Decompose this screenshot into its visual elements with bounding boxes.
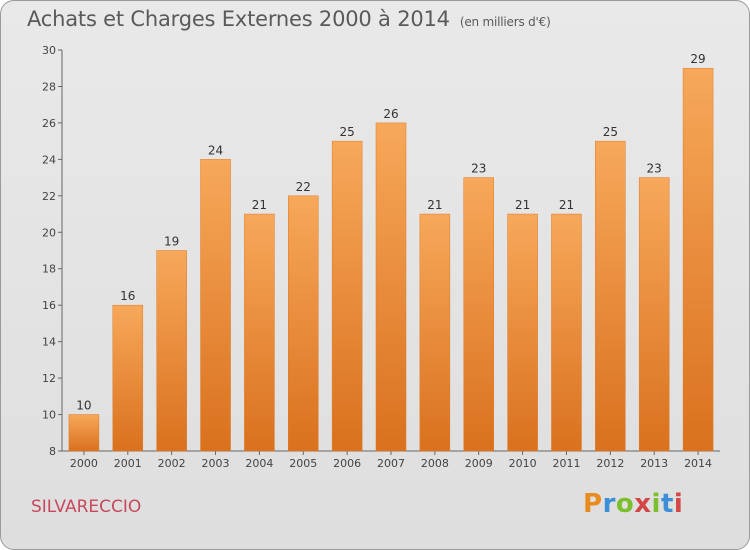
bar: [68, 414, 100, 452]
y-tick-label: 30: [42, 44, 56, 57]
x-tick-label: 2011: [552, 457, 580, 470]
x-tick-label: 2012: [596, 457, 624, 470]
value-labels: 10 16 19 24 21 22 25 26 21 23 21 21 25 23 29: [76, 52, 705, 412]
bar-value-label: 10: [76, 399, 91, 413]
bar: [156, 250, 187, 452]
bar-value-label: 24: [208, 143, 223, 157]
y-tick-label: 8: [49, 445, 56, 458]
y-tick-label: 22: [42, 190, 56, 203]
x-tick-label: 2006: [333, 457, 361, 470]
bar-value-label: 21: [427, 198, 442, 212]
bar-value-label: 19: [164, 235, 179, 249]
logo-letter: i: [651, 489, 661, 519]
bar-value-label: 21: [252, 198, 267, 212]
bar: [419, 213, 451, 452]
logo-letter: o: [615, 489, 635, 519]
bar-value-label: 26: [383, 107, 398, 121]
bar-value-label: 16: [120, 289, 135, 303]
logo-letter: i: [673, 489, 684, 519]
bar-value-label: 23: [471, 162, 486, 176]
x-tick-label: 2005: [289, 457, 317, 470]
bar: [551, 213, 582, 452]
axes: 8 10 12 14 16 18 20 22 24 26 28 30 2000 2001 2002 2003 2…: [42, 44, 720, 470]
logo-letter: r: [602, 489, 616, 519]
bar: [638, 177, 670, 452]
bar: [331, 140, 363, 452]
bar-value-label: 21: [515, 198, 530, 212]
x-tick-label: 2002: [158, 457, 186, 470]
bar: [375, 122, 407, 452]
x-tick-label: 2003: [202, 457, 230, 470]
bar-value-label: 25: [603, 125, 618, 139]
x-tick-label: 2009: [465, 457, 493, 470]
title-text: Achats et Charges Externes 2000 à 2014: [27, 7, 450, 31]
title-unit: (en milliers d'€): [459, 15, 551, 29]
x-tick-label: 2000: [70, 457, 98, 470]
y-tick-label: 12: [42, 372, 56, 385]
y-tick-label: 26: [42, 117, 56, 130]
y-tick-label: 14: [42, 336, 56, 349]
chart-title: Achats et Charges Externes 2000 à 2014 (e…: [27, 7, 551, 31]
y-tick-label: 18: [42, 263, 56, 276]
bar: [595, 140, 626, 452]
bar-value-label: 29: [690, 52, 705, 66]
place-name: SILVARECCIO: [31, 497, 142, 517]
x-tick-label: 2014: [684, 457, 712, 470]
bar-value-label: 23: [647, 162, 662, 176]
x-tick-label: 2007: [377, 457, 405, 470]
y-tick-label: 24: [42, 153, 56, 166]
bar-value-label: 25: [339, 125, 354, 139]
proxiti-logo: Proxiti: [583, 489, 683, 519]
bar: [507, 213, 538, 452]
logo-letter: t: [660, 489, 674, 519]
y-tick-label: 16: [42, 299, 56, 312]
x-tick-label: 2008: [421, 457, 449, 470]
bars: [68, 67, 714, 452]
bar: [200, 159, 231, 452]
y-tick-label: 20: [42, 226, 56, 239]
bar: [112, 304, 144, 452]
y-tick-label: 10: [42, 409, 56, 422]
logo-letter: x: [634, 489, 652, 519]
bar-value-label: 22: [296, 180, 311, 194]
bar: [463, 177, 494, 452]
y-tick-label: 28: [42, 80, 56, 93]
bar: [682, 67, 714, 452]
x-tick-label: 2004: [245, 457, 273, 470]
bar: [288, 195, 319, 452]
bar: [244, 213, 275, 452]
x-tick-label: 2013: [640, 457, 668, 470]
x-tick-label: 2010: [509, 457, 537, 470]
bar-value-label: 21: [559, 198, 574, 212]
x-tick-label: 2001: [114, 457, 142, 470]
logo-letter: P: [583, 489, 603, 519]
